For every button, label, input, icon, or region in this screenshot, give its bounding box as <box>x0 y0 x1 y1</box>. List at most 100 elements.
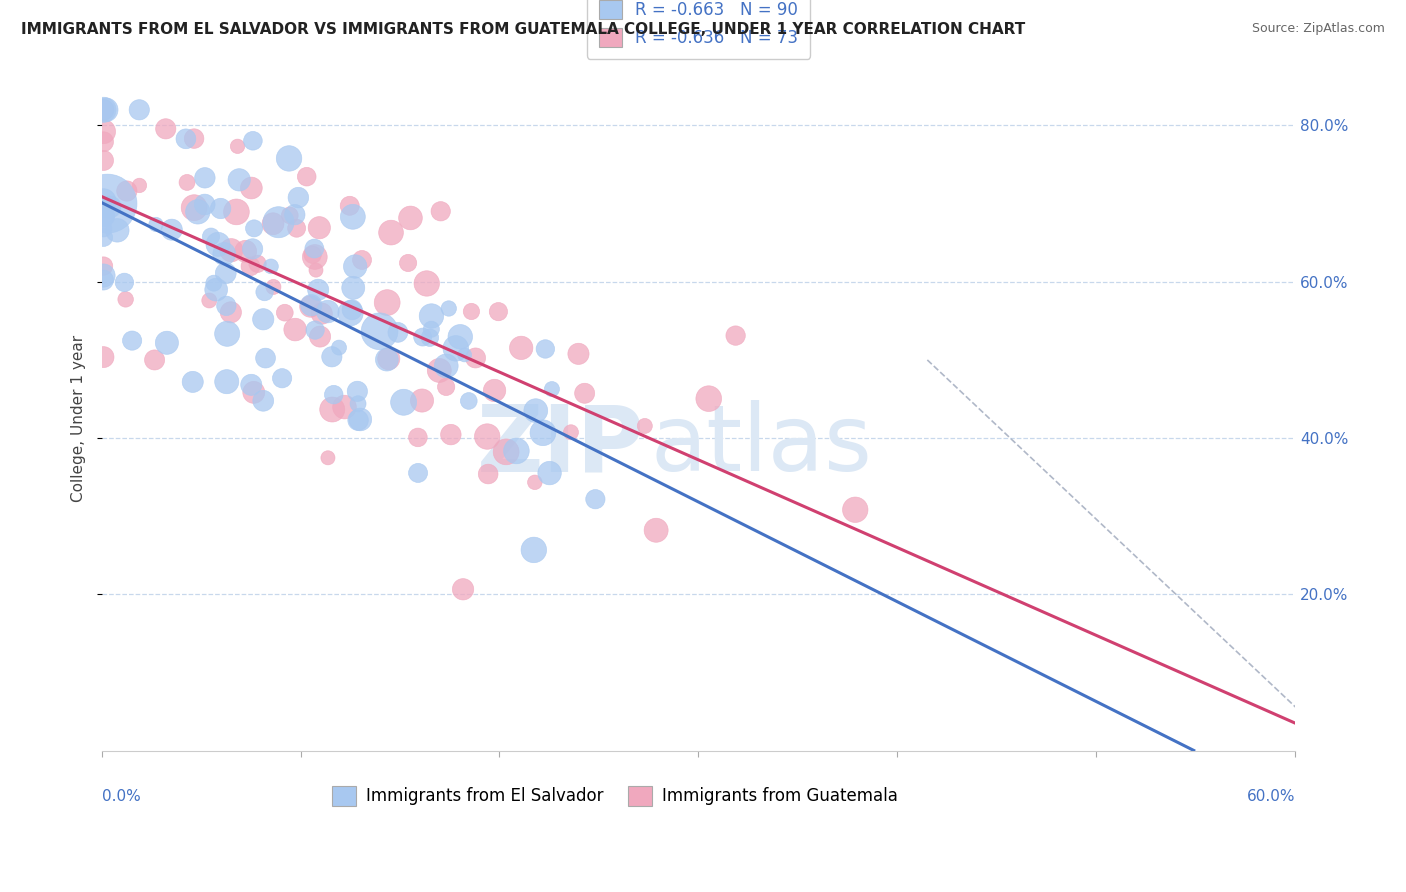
Point <box>242 242 264 256</box>
Point <box>235 244 257 259</box>
Point <box>420 322 443 336</box>
Point <box>93 135 115 149</box>
Point <box>464 351 486 365</box>
Point <box>93 103 115 117</box>
Point <box>304 250 326 264</box>
Point <box>844 502 866 516</box>
Legend: Immigrants from El Salvador, Immigrants from Guatemala: Immigrants from El Salvador, Immigrants … <box>326 780 904 813</box>
Point <box>524 403 547 417</box>
Point <box>541 382 564 396</box>
Point <box>377 351 399 366</box>
Point <box>574 386 596 401</box>
Point <box>93 221 115 235</box>
Point <box>243 221 266 235</box>
Point <box>93 268 115 283</box>
Point <box>477 429 499 443</box>
Point <box>194 170 217 185</box>
Point <box>634 419 657 434</box>
Point <box>93 153 115 168</box>
Point <box>215 299 238 313</box>
Point <box>253 285 276 299</box>
Point <box>534 342 557 356</box>
Point <box>93 209 115 223</box>
Point <box>321 402 343 417</box>
Point <box>434 380 457 394</box>
Text: Source: ZipAtlas.com: Source: ZipAtlas.com <box>1251 22 1385 36</box>
Point <box>239 260 262 274</box>
Point <box>128 178 150 193</box>
Point <box>411 393 433 408</box>
Point <box>202 276 225 290</box>
Point <box>420 309 443 323</box>
Point <box>440 427 463 442</box>
Point <box>342 210 364 224</box>
Text: 60.0%: 60.0% <box>1247 789 1295 804</box>
Point <box>96 196 118 211</box>
Point <box>419 331 441 345</box>
Text: 0.0%: 0.0% <box>101 789 141 804</box>
Point <box>449 330 471 344</box>
Point <box>387 326 409 340</box>
Point <box>176 176 198 190</box>
Point <box>350 252 373 267</box>
Point <box>368 324 391 338</box>
Point <box>416 277 439 291</box>
Point <box>160 223 183 237</box>
Point <box>105 223 128 237</box>
Point <box>205 283 228 297</box>
Point <box>114 293 136 307</box>
Point <box>308 220 330 235</box>
Point <box>226 139 249 153</box>
Point <box>311 307 333 321</box>
Point <box>295 169 318 184</box>
Point <box>215 375 238 389</box>
Point <box>531 425 554 440</box>
Point <box>93 230 115 244</box>
Point <box>212 247 235 261</box>
Point <box>305 263 328 277</box>
Point <box>538 466 561 480</box>
Point <box>240 181 263 195</box>
Point <box>93 194 115 209</box>
Point <box>93 209 115 223</box>
Point <box>412 330 434 344</box>
Point <box>523 543 546 558</box>
Point <box>219 244 242 258</box>
Point <box>228 173 250 187</box>
Text: ZIP: ZIP <box>477 401 645 490</box>
Text: IMMIGRANTS FROM EL SALVADOR VS IMMIGRANTS FROM GUATEMALA COLLEGE, UNDER 1 YEAR C: IMMIGRANTS FROM EL SALVADOR VS IMMIGRANT… <box>21 22 1025 37</box>
Point <box>198 293 221 308</box>
Point <box>301 248 323 262</box>
Point <box>93 103 115 117</box>
Point <box>260 260 283 274</box>
Point <box>246 257 269 271</box>
Point <box>181 375 204 389</box>
Point <box>225 205 247 219</box>
Point <box>347 397 370 411</box>
Point <box>399 211 422 225</box>
Point <box>437 301 460 316</box>
Point <box>321 350 343 364</box>
Point <box>267 215 290 229</box>
Point <box>434 359 457 373</box>
Point <box>183 131 205 145</box>
Point <box>375 352 398 367</box>
Point <box>697 392 720 406</box>
Point <box>510 341 533 355</box>
Point <box>217 326 239 341</box>
Point <box>645 523 668 537</box>
Point <box>187 204 209 219</box>
Point <box>207 237 229 252</box>
Point <box>128 103 150 117</box>
Point <box>278 152 301 166</box>
Point <box>344 260 367 274</box>
Point <box>316 304 339 318</box>
Point <box>484 384 506 398</box>
Point <box>252 393 274 408</box>
Point <box>349 412 371 426</box>
Point <box>477 467 499 481</box>
Point <box>406 430 429 444</box>
Point <box>274 306 297 320</box>
Point <box>93 259 115 273</box>
Point <box>93 103 115 117</box>
